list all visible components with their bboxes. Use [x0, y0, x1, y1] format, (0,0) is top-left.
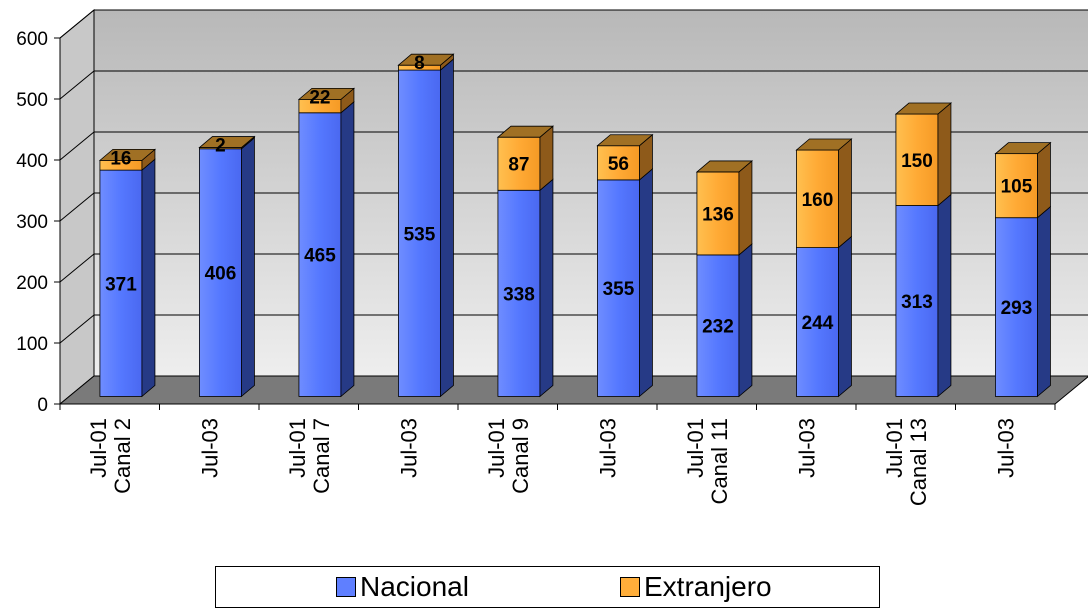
- bar-side-nacional: [440, 58, 454, 398]
- legend-swatch-nacional: [336, 577, 356, 597]
- bar-side-nacional: [738, 243, 753, 398]
- gridline: [59, 314, 1088, 344]
- category-label: Jul-01: [285, 418, 310, 478]
- category-label: Jul-01: [683, 418, 708, 478]
- category-label: Jul-03: [595, 418, 620, 478]
- category-label: Canal 11: [707, 418, 732, 504]
- bar-side-extranjero: [738, 160, 753, 256]
- bar-nacional: [995, 217, 1038, 397]
- gridlines: [59, 9, 1088, 344]
- data-label-extranjero: 160: [802, 190, 834, 211]
- data-label-extranjero: 8: [414, 53, 425, 74]
- data-label-nacional: 406: [205, 264, 237, 285]
- bar-side-nacional: [539, 178, 554, 398]
- gridline: [59, 192, 1088, 222]
- y-tick-label: 600: [16, 29, 48, 50]
- data-labels: 371 16 406 2 465 22 535 8 338 87 355 56 232 136 244 160…: [105, 53, 1033, 337]
- bar-side-nacional: [937, 193, 952, 398]
- category-label: Jul-03: [197, 418, 222, 478]
- bar-top-extranjero: [695, 160, 754, 173]
- gridline: [59, 70, 1088, 100]
- category-label: Canal 2: [110, 418, 135, 494]
- category-label: Jul-01: [882, 418, 907, 478]
- data-label-extranjero: 105: [1001, 177, 1033, 198]
- category-label: Jul-03: [993, 418, 1018, 478]
- y-tick-label: 500: [16, 90, 48, 111]
- data-label-extranjero: 87: [508, 155, 529, 176]
- data-label-extranjero: 136: [702, 204, 734, 225]
- y-tick-labels: 0 100 200 300 400 500 600: [16, 29, 48, 416]
- category-label: Canal 13: [906, 418, 931, 506]
- bar-top-extranjero: [795, 138, 853, 151]
- category-label: Jul-03: [396, 418, 421, 478]
- bar-nacional: [796, 247, 839, 397]
- bar-nacional: [398, 69, 441, 397]
- data-label-extranjero: 22: [309, 87, 330, 108]
- y-tick-label: 0: [37, 395, 48, 416]
- bar-top-extranjero: [198, 136, 256, 148]
- gridline: [59, 9, 1088, 39]
- bar-nacional: [597, 179, 640, 397]
- legend-item-extranjero: Extranjero: [620, 572, 772, 602]
- data-label-nacional: 232: [702, 317, 734, 338]
- category-label: Jul-01: [484, 418, 509, 478]
- bar-nacional: [298, 112, 342, 397]
- bar-top-extranjero: [397, 53, 455, 66]
- data-label-nacional: 355: [603, 279, 635, 300]
- data-label-nacional: 371: [105, 274, 137, 295]
- y-tick-label: 200: [16, 273, 48, 294]
- bar-extranjero: [597, 145, 640, 181]
- bar-top-extranjero: [297, 87, 356, 100]
- bar-top-extranjero: [496, 125, 555, 138]
- data-label-extranjero: 16: [110, 148, 131, 169]
- legend-label-nacional: Nacional: [360, 571, 469, 602]
- legend-label-extranjero: Extranjero: [644, 571, 772, 602]
- bar-side-nacional: [241, 136, 255, 398]
- gridline: [59, 131, 1088, 161]
- y-tick-label: 100: [16, 334, 48, 355]
- bar-top-extranjero: [98, 148, 157, 161]
- bar-side-nacional: [1037, 205, 1051, 398]
- bar-side-extranjero: [937, 102, 952, 207]
- chart: 371 16 406 2 465 22 535 8 338 87 355 56 232 136 244 160…: [16, 8, 1088, 506]
- category-label: Jul-03: [794, 418, 819, 478]
- y-tick-label: 400: [16, 151, 48, 172]
- bar-nacional: [696, 254, 740, 397]
- bar-side-nacional: [340, 100, 355, 398]
- gridline: [59, 253, 1088, 283]
- bar-top-extranjero: [596, 134, 654, 147]
- category-label: Canal 9: [508, 418, 533, 494]
- bar-top-extranjero: [994, 142, 1052, 155]
- data-label-nacional: 244: [802, 313, 834, 334]
- bar-side-extranjero: [838, 138, 852, 249]
- category-labels: Jul-01 Canal 2 Jul-03 Jul-01 Canal 7 Jul-03 Ju…: [86, 418, 1019, 506]
- bar-side-extranjero: [1037, 141, 1051, 219]
- data-label-extranjero: 150: [901, 151, 933, 172]
- data-label-extranjero: 56: [608, 154, 629, 175]
- y-tick-label: 300: [16, 212, 48, 233]
- legend-swatch-extranjero: [620, 577, 640, 597]
- data-label-nacional: 293: [1001, 298, 1033, 319]
- bar-side-nacional: [838, 235, 852, 398]
- bar-top-extranjero: [894, 102, 953, 115]
- axes: [54, 37, 1056, 410]
- legend-item-nacional: Nacional: [336, 572, 469, 602]
- data-label-nacional: 313: [901, 292, 933, 313]
- bars: [98, 53, 1052, 398]
- data-label-nacional: 535: [404, 224, 436, 245]
- bar-extranjero: [696, 171, 740, 256]
- data-label-nacional: 465: [304, 246, 336, 267]
- legend: Nacional Extranjero: [215, 566, 880, 608]
- bar-side-nacional: [141, 158, 156, 398]
- category-label: Canal 7: [309, 418, 334, 494]
- bar-extranjero: [497, 136, 541, 191]
- bar-nacional: [99, 169, 143, 397]
- bar-side-nacional: [639, 168, 653, 398]
- data-label-nacional: 338: [503, 284, 535, 305]
- category-label: Jul-01: [86, 418, 111, 478]
- data-label-extranjero: 2: [215, 136, 226, 157]
